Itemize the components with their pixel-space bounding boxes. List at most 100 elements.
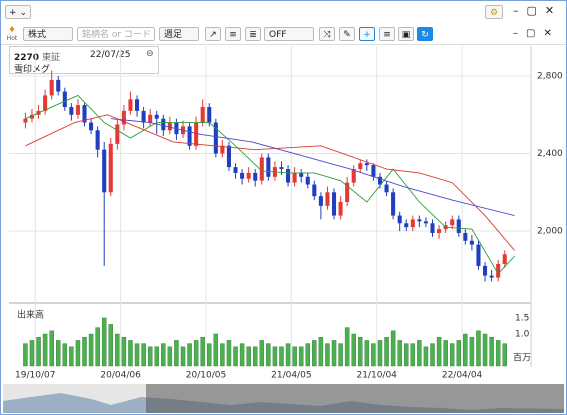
collapse-icon[interactable]: ⊖ (146, 49, 154, 59)
candle-body (226, 145, 231, 168)
volume-bar (325, 343, 330, 367)
candle-body (489, 275, 494, 278)
moving-average (25, 94, 515, 275)
tool-button[interactable]: ↗ (205, 27, 221, 41)
volume-bar (318, 337, 324, 367)
candle-body (220, 145, 225, 154)
period-select[interactable]: 週足 (159, 27, 199, 41)
candle-body (62, 91, 67, 108)
volume-bar (36, 337, 41, 367)
volume-bar (187, 343, 192, 367)
tool-button[interactable]: ≡ (225, 27, 241, 41)
x-tick-label: 20/10/05 (186, 371, 226, 381)
candle-body (502, 254, 507, 264)
add-button[interactable]: + ⌄ (5, 5, 31, 19)
volume-bar (272, 346, 278, 367)
settings-button[interactable]: ⚙ (485, 5, 503, 19)
candle-body (410, 219, 415, 228)
volume-tick-label: 1.5 (515, 314, 529, 324)
candle-body (246, 172, 251, 179)
candle-body (443, 225, 448, 230)
overlay-select[interactable]: OFF (264, 27, 314, 41)
tool-button[interactable]: ≡ (379, 27, 395, 41)
candle-body (325, 192, 330, 206)
candle-body (331, 192, 337, 216)
y-tick-label: 2,000 (537, 227, 563, 237)
volume-bar (62, 343, 68, 367)
volume-bar (456, 340, 462, 367)
volume-bar (285, 343, 291, 367)
candle-body (148, 114, 153, 123)
candle-body (437, 229, 442, 233)
volume-bar (463, 333, 468, 367)
add-text: + (9, 8, 17, 18)
candle-body (450, 219, 455, 226)
candle-body (121, 110, 126, 125)
tool-button[interactable]: ≣ (245, 27, 261, 41)
volume-bar (390, 330, 396, 367)
volume-bar (312, 340, 317, 367)
info-box: 2270 東証 22/07/25 ⊖ 雪印メグ (9, 46, 159, 75)
volume-bar (344, 327, 350, 367)
candle-body (240, 172, 245, 179)
candle-body (338, 201, 343, 216)
volume-bar (259, 340, 265, 367)
navigator (3, 384, 564, 413)
volume-bar (180, 346, 186, 367)
tool-button[interactable]: ⤨ (319, 27, 335, 41)
volume-bar (115, 333, 120, 367)
candle-body (312, 184, 317, 197)
candle-body (233, 167, 238, 173)
date: 22/07/25 (90, 50, 131, 60)
window-controls[interactable]: –▢✕ (513, 4, 563, 17)
candle-body (430, 223, 435, 233)
volume-bar (358, 337, 363, 367)
refresh-button[interactable]: ↻ (417, 27, 433, 41)
tool-button[interactable]: ✎ (339, 27, 355, 41)
candle-body (391, 192, 396, 216)
x-tick-label: 21/04/05 (271, 371, 311, 381)
candle-body (135, 99, 140, 111)
volume-label: 出来高 (17, 309, 44, 321)
y-tick-label: 2,400 (537, 149, 563, 159)
volume-bar (49, 330, 54, 367)
candle-body (108, 143, 113, 193)
candle-body (200, 107, 205, 123)
candle-body (82, 105, 87, 123)
volume-bar (69, 346, 74, 367)
candle-body (377, 176, 383, 185)
candle-body (483, 265, 488, 276)
candle-body (259, 157, 264, 181)
candle-body (496, 263, 501, 278)
volume-bar (436, 337, 442, 367)
candle-body (69, 107, 74, 115)
x-tick-label: 21/10/04 (356, 371, 397, 381)
pane-controls[interactable]: –▢✕ (513, 28, 560, 39)
candle-body (167, 122, 172, 131)
candle-body (463, 232, 468, 241)
candle-body (23, 118, 28, 123)
volume-bar (430, 343, 435, 367)
tool-button[interactable]: ▣ (398, 27, 414, 41)
candle-body (397, 215, 402, 224)
volume-bar (239, 343, 245, 367)
candle-body (404, 223, 409, 228)
candle-body (75, 105, 80, 115)
volume-bar (292, 346, 297, 367)
navigator-window (146, 384, 564, 413)
volume-bar (377, 340, 383, 367)
volume-bar (482, 333, 488, 367)
hot-icon[interactable]: ♦ Hot (6, 25, 18, 43)
market-select[interactable]: 株式 (23, 27, 73, 41)
volume-bar (469, 337, 475, 367)
candle-body (358, 163, 363, 170)
volume-bar (502, 343, 507, 367)
volume-bar (75, 340, 81, 367)
volume-bar (101, 317, 107, 367)
candle-body (29, 114, 35, 119)
candle-body (272, 167, 277, 177)
menu-text: ⌄ (19, 8, 27, 18)
candle-body (299, 172, 304, 177)
search-box[interactable]: 銘柄名 or コード (77, 27, 155, 41)
tool-button[interactable]: + (359, 27, 375, 41)
